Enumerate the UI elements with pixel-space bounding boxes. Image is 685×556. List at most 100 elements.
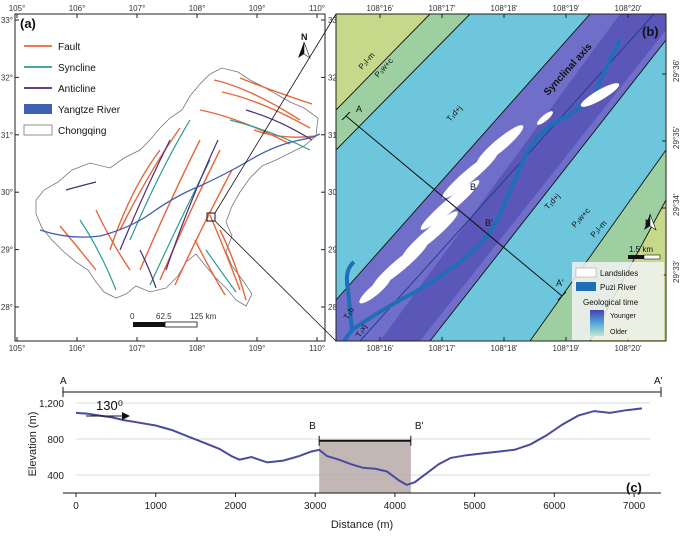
y-tick-label: 30° (1, 188, 13, 197)
panel-b-label: (b) (642, 24, 659, 39)
panel-b-x-ticks-bottom: 108°16' 108°17' 108°18' 108°19' 108°20' (367, 337, 642, 353)
scale-bar-a: 0 62.5 125 km (130, 312, 217, 328)
x-tick-top-label: 108°16' (367, 4, 394, 13)
study-area-box (206, 212, 216, 222)
legend-younger: Younger (610, 313, 636, 320)
x-tick-bottom-label: 109° (249, 344, 266, 353)
north-arrow-a: N (298, 32, 311, 59)
y-tick-label: 30° (328, 188, 340, 197)
x-tick-label: 2000 (224, 501, 247, 512)
x-tick-bottom-label: 108°16' (367, 344, 394, 353)
y-tick-label: 31° (328, 131, 340, 140)
legend-geo-time: Geological time (583, 298, 639, 307)
panel-a-legend: Fault Syncline Anticline Yangtze River Chong… (23, 42, 121, 137)
y-tick-label: 400 (47, 471, 64, 482)
legend-puzi-river: Puzi River (600, 283, 637, 292)
y-tick-label: 32° (1, 73, 13, 82)
panel-a-label: (a) (20, 16, 36, 31)
zoom-line-bottom (214, 220, 337, 342)
y-tick-label: 33° (1, 16, 13, 25)
svg-text:125 km: 125 km (190, 312, 217, 321)
svg-text:62.5: 62.5 (156, 312, 172, 321)
y-tick-label: 29°36' (672, 59, 681, 82)
legend-landslides: Landslides (600, 269, 638, 278)
legend-label: Syncline (58, 63, 96, 74)
x-tick-bottom-label: 108°19' (553, 344, 580, 353)
x-tick-top-label: 108°17' (429, 4, 456, 13)
point-a: A (356, 104, 362, 114)
y-tick-label: 28° (328, 303, 340, 312)
x-tick-label: 6000 (543, 501, 566, 512)
svg-text:0: 0 (130, 312, 135, 321)
legend-label: Yangtze River (58, 105, 121, 116)
x-axis-title: Distance (m) (331, 519, 393, 531)
y-tick-label: 31° (1, 131, 13, 140)
segment-label-b-prime: B' (415, 421, 424, 432)
y-tick-label: 29°35' (672, 126, 681, 149)
landslide-polygons (359, 83, 620, 304)
x-tick-label: 7000 (623, 501, 646, 512)
panel-a-y-ticks: 33° 33° 32° 32° 31° 31° 30° 30° 29° 29° 28° 28° (1, 16, 340, 312)
y-axis-title: Elevation (m) (27, 412, 39, 477)
legend-swatch (24, 104, 52, 114)
y-tick-label: 29° (328, 246, 340, 255)
x-tick-top-label: 107° (129, 4, 146, 13)
svg-text:1.5 km: 1.5 km (629, 245, 653, 254)
x-tick-top-label: 108° (189, 4, 206, 13)
y-tick-label: 28° (1, 303, 13, 312)
x-tick-label: 4000 (384, 501, 407, 512)
zoom-line-top (214, 13, 337, 214)
x-tick-bottom-label: 108°17' (429, 344, 456, 353)
y-tick-label: 29° (1, 246, 13, 255)
x-tick-bottom-label: 108° (189, 344, 206, 353)
panel-c: A A' B B' 0 1000 2000 3000 4000 5000 6000 7000 4… (27, 376, 663, 531)
x-tick-bottom-label: 107° (129, 344, 146, 353)
x-tick-label: 3000 (304, 501, 327, 512)
north-arrow-b: N (644, 213, 657, 231)
panel-b-legend: Landslides Puzi River Geological time Yo… (572, 262, 664, 340)
point-b: B (470, 182, 476, 192)
y-tick-label: 800 (47, 435, 64, 446)
x-tick-top-label: 109° (249, 4, 266, 13)
panel-c-label: (c) (626, 480, 642, 495)
y-tick-label: 29°33' (672, 260, 681, 283)
panel-a: (a) 105° 105° 106° 106° 107° 107° 108° 108° 109°… (1, 4, 340, 353)
scale-bar-b: 1.5 km (628, 245, 661, 260)
x-tick-bottom-label: 110° (309, 344, 325, 353)
panel-b: (b) 108°16' 108°17' 108°18' 108°19' 108°20' … (335, 4, 681, 353)
x-tick-bottom-label: 108°20' (615, 344, 642, 353)
x-tick-top-label: 106° (69, 4, 86, 13)
segment-label-b: B (309, 421, 316, 432)
direction-arrow: 130⁰ (86, 398, 130, 420)
svg-text:130⁰: 130⁰ (96, 398, 123, 413)
profile-y-ticks: 400 800 1,200 (39, 399, 64, 482)
x-tick-top-label: 110° (309, 4, 325, 13)
x-tick-top-label: 108°19' (553, 4, 580, 13)
panel-a-frame (14, 13, 326, 342)
profile-x-ticks: 0 1000 2000 3000 4000 5000 6000 7000 (73, 493, 646, 512)
yangtze-river (39, 133, 321, 238)
point-a-prime: A' (556, 278, 564, 288)
legend-older: Older (610, 329, 628, 336)
elevation-profile-line (75, 407, 643, 486)
legend-label: Fault (58, 42, 80, 53)
x-tick-top-label: 105° (9, 4, 26, 13)
legend-label: Anticline (58, 84, 96, 95)
profile-line: A B B' A' (341, 104, 567, 301)
fault-lines (59, 77, 317, 301)
x-tick-bottom-label: 106° (69, 344, 86, 353)
anticline-lines (65, 109, 313, 289)
panel-a-x-ticks: 105° 105° 106° 106° 107° 107° 108° 108° 109° 109°… (9, 4, 325, 353)
svg-text:N: N (301, 32, 308, 42)
y-tick-label: 1,200 (39, 399, 64, 410)
x-tick-label: 0 (73, 501, 79, 512)
segment-marker: B B' (309, 421, 424, 446)
x-tick-label: 5000 (463, 501, 486, 512)
x-tick-top-label: 108°18' (491, 4, 518, 13)
profile-end-label: A' (654, 376, 663, 387)
segment-b-bprime (319, 440, 411, 493)
x-tick-top-label: 108°20' (615, 4, 642, 13)
x-tick-bottom-label: 108°18' (491, 344, 518, 353)
y-tick-label: 33° (328, 16, 340, 25)
